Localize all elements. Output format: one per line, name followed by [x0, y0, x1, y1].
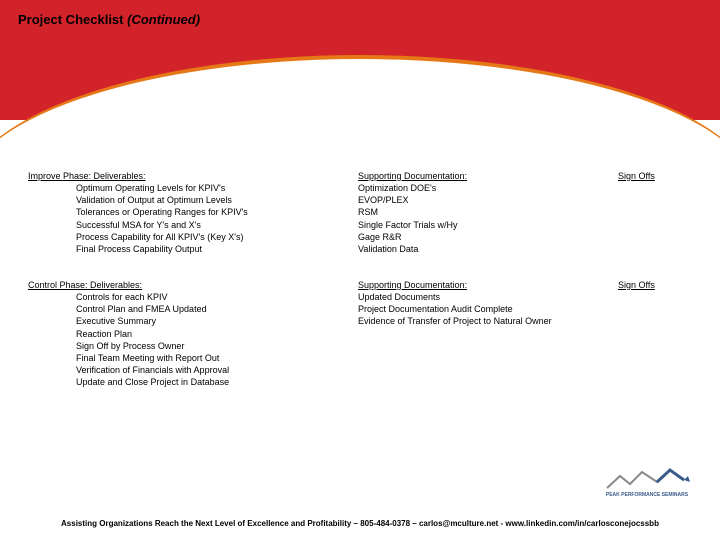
list-item: Single Factor Trials w/Hy: [358, 219, 618, 231]
list-item: Executive Summary: [76, 315, 358, 327]
footer-text: Assisting Organizations Reach the Next L…: [0, 519, 720, 528]
list-item: Tolerances or Operating Ranges for KPIV'…: [76, 206, 358, 218]
list-item: Validation Data: [358, 243, 618, 255]
list-item: Control Plan and FMEA Updated: [76, 303, 358, 315]
control-doc-heading: Supporting Documentation:: [358, 279, 618, 291]
list-item: Reaction Plan: [76, 328, 358, 340]
control-docs-col: Supporting Documentation: Updated Docume…: [358, 279, 618, 388]
list-item: Update and Close Project in Database: [76, 376, 358, 388]
list-item: Validation of Output at Optimum Levels: [76, 194, 358, 206]
improve-signoff-col: Sign Offs: [618, 170, 700, 255]
control-deliv-heading: Control Phase: Deliverables:: [28, 279, 358, 291]
control-signoff-col: Sign Offs: [618, 279, 700, 388]
control-signoff-heading: Sign Offs: [618, 279, 700, 291]
list-item: Sign Off by Process Owner: [76, 340, 358, 352]
list-item: Optimization DOE's: [358, 182, 618, 194]
list-item: Process Capability for All KPIV's (Key X…: [76, 231, 358, 243]
list-item: Controls for each KPIV: [76, 291, 358, 303]
improve-deliv-list: Optimum Operating Levels for KPIV's Vali…: [28, 182, 358, 255]
content-area: Improve Phase: Deliverables: Optimum Ope…: [28, 170, 700, 412]
svg-text:PEAK PERFORMANCE SEMINARS: PEAK PERFORMANCE SEMINARS: [606, 492, 689, 498]
header-banner: Project Checklist (Continued): [0, 0, 720, 145]
list-item: Verification of Financials with Approval: [76, 364, 358, 376]
list-item: Project Documentation Audit Complete: [358, 303, 618, 315]
improve-deliv-heading: Improve Phase: Deliverables:: [28, 170, 358, 182]
improve-doc-heading: Supporting Documentation:: [358, 170, 618, 182]
list-item: Final Team Meeting with Report Out: [76, 352, 358, 364]
improve-signoff-heading: Sign Offs: [618, 170, 700, 182]
list-item: RSM: [358, 206, 618, 218]
list-item: Successful MSA for Y's and X's: [76, 219, 358, 231]
list-item: Updated Documents: [358, 291, 618, 303]
control-phase-section: Control Phase: Deliverables: Controls fo…: [28, 279, 700, 388]
list-item: Gage R&R: [358, 231, 618, 243]
list-item: EVOP/PLEX: [358, 194, 618, 206]
improve-phase-section: Improve Phase: Deliverables: Optimum Ope…: [28, 170, 700, 255]
control-deliv-list: Controls for each KPIV Control Plan and …: [28, 291, 358, 388]
control-deliverables-col: Control Phase: Deliverables: Controls fo…: [28, 279, 358, 388]
improve-docs-col: Supporting Documentation: Optimization D…: [358, 170, 618, 255]
page-title: Project Checklist (Continued): [18, 12, 200, 27]
list-item: Optimum Operating Levels for KPIV's: [76, 182, 358, 194]
list-item: Final Process Capability Output: [76, 243, 358, 255]
list-item: Evidence of Transfer of Project to Natur…: [358, 315, 618, 327]
improve-deliverables-col: Improve Phase: Deliverables: Optimum Ope…: [28, 170, 358, 255]
company-logo: PEAK PERFORMANCE SEMINARS: [602, 466, 692, 500]
title-main: Project Checklist: [18, 12, 127, 27]
title-continued: (Continued): [127, 12, 200, 27]
